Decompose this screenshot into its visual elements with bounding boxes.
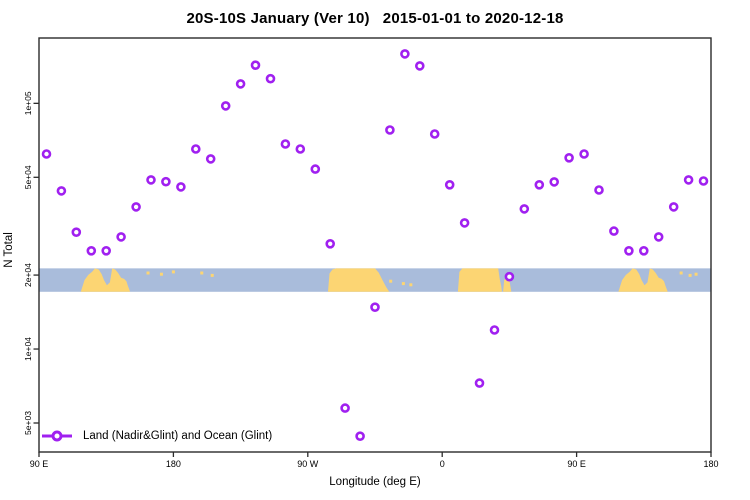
data-point (56, 186, 67, 196)
data-point (459, 218, 470, 228)
chart-title: 20S-10S January (Ver 10) 2015-01-01 to 2… (186, 10, 564, 27)
legend-label: Land (Nadir&Glint) and Ocean (Glint) (83, 430, 273, 442)
data-point (310, 164, 321, 174)
data-point (549, 177, 560, 187)
map-band-island (401, 282, 405, 286)
data-point (131, 202, 141, 212)
map-band-island (688, 273, 692, 277)
map-band-island (146, 271, 150, 275)
map-band-island (679, 271, 683, 275)
data-point (340, 403, 350, 413)
data-point (325, 239, 336, 249)
x-axis-title: Longitude (deg E) (329, 476, 421, 488)
x-tick-label: 90 E (567, 459, 586, 469)
map-band-land-south-america (328, 268, 390, 292)
data-point (638, 246, 649, 256)
data-point (444, 180, 455, 190)
data-point (429, 129, 440, 139)
map-band-island (409, 283, 413, 287)
data-point (534, 180, 545, 190)
map-band-island (200, 271, 204, 275)
data-point (205, 154, 216, 164)
data-point (250, 60, 261, 70)
data-point (191, 144, 201, 154)
map-band-island (389, 279, 393, 283)
data-point (116, 232, 126, 242)
x-tick-label: 90 E (30, 459, 49, 469)
data-point (235, 79, 246, 89)
map-band-land-australia (80, 268, 131, 292)
data-point (385, 125, 395, 135)
data-point (220, 101, 231, 111)
x-tick-label: 90 W (297, 459, 319, 469)
y-axis-title: N Total (3, 232, 15, 268)
data-point (161, 176, 171, 187)
data-point (519, 204, 530, 214)
map-band-land-australia-repeat (618, 268, 668, 292)
data-point (489, 325, 500, 335)
data-point (474, 378, 485, 388)
data-point (370, 302, 380, 313)
data-point (265, 73, 276, 84)
plot-border (38, 37, 712, 453)
data-point (86, 246, 97, 256)
data-point (71, 227, 82, 237)
data-point (101, 246, 111, 256)
data-point (400, 49, 410, 59)
data-point (683, 175, 694, 185)
data-point (579, 149, 589, 159)
data-point (594, 185, 604, 195)
data-point (295, 144, 306, 154)
data-point (624, 246, 634, 256)
data-point (146, 175, 156, 185)
map-band-island (694, 272, 698, 276)
map-band-island (171, 270, 175, 274)
data-point (414, 61, 425, 71)
x-tick-label: 0 (440, 459, 445, 469)
data-point (564, 153, 574, 163)
legend: Land (Nadir&Glint) and Ocean (Glint) (40, 429, 272, 443)
data-point (698, 176, 709, 186)
data-point (355, 431, 365, 442)
data-point (176, 182, 186, 192)
map-band-land-africa (457, 268, 502, 292)
data-point (609, 226, 619, 236)
x-tick-label: 180 (166, 459, 181, 469)
data-point (668, 202, 679, 212)
data-point (504, 271, 515, 282)
map-band-island (159, 272, 163, 276)
data-point (280, 139, 291, 149)
map-band-island (210, 273, 214, 277)
y-tick-label: 5e+03 (23, 411, 33, 435)
y-tick-label: 1e+05 (23, 91, 33, 115)
y-tick-label: 2e+04 (23, 263, 33, 287)
y-tick-label: 1e+04 (23, 337, 33, 361)
data-point (41, 149, 52, 159)
legend-marker-icon (42, 430, 72, 442)
data-point (653, 232, 664, 242)
y-tick-label: 5e+04 (23, 165, 33, 189)
x-tick-label: 180 (703, 459, 718, 469)
